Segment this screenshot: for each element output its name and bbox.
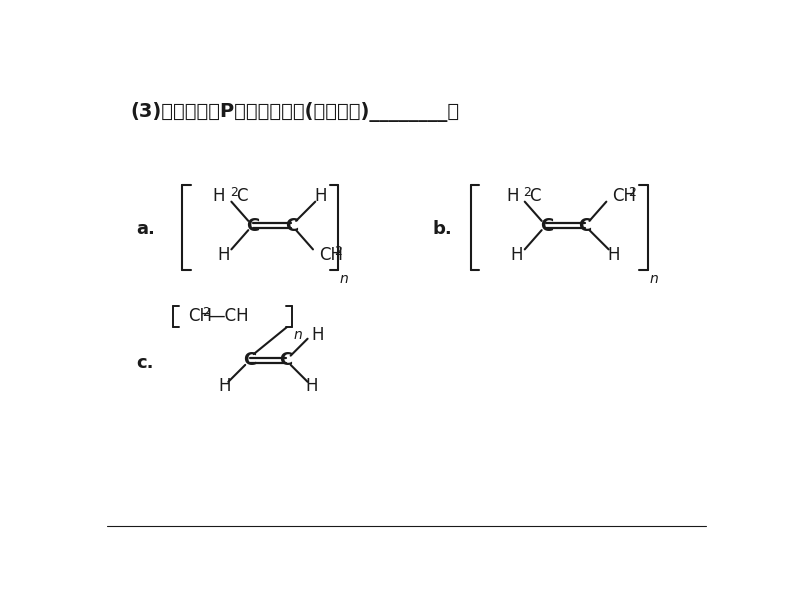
Text: a.: a. [136,221,155,238]
Text: H: H [314,187,327,205]
Text: 2: 2 [202,306,210,319]
Text: c.: c. [136,353,153,371]
Text: 2: 2 [334,245,342,258]
Text: n: n [649,272,658,285]
Text: CH: CH [612,187,637,205]
Text: H: H [213,187,225,205]
Text: C: C [236,187,248,205]
Text: H: H [218,246,230,264]
Text: C: C [540,216,553,234]
Text: 2: 2 [628,187,636,199]
Text: C: C [279,351,293,370]
Text: H: H [305,377,318,395]
Text: C: C [530,187,541,205]
Text: C: C [578,216,592,234]
Text: (3)顺式聚合物P的结构简式是(选填字母)________。: (3)顺式聚合物P的结构简式是(选填字母)________。 [130,101,460,122]
Text: H: H [218,377,231,395]
Text: C: C [243,351,256,370]
Text: 2: 2 [229,187,237,199]
Text: C: C [285,216,298,234]
Text: CH: CH [188,308,212,325]
Text: n: n [294,328,303,342]
Text: H: H [506,187,518,205]
Text: H: H [607,246,620,264]
Text: n: n [340,272,349,285]
Text: CH: CH [319,246,343,264]
Text: H: H [311,326,324,344]
Text: b.: b. [433,221,452,238]
Text: C: C [246,216,260,234]
Text: H: H [511,246,523,264]
Text: 2: 2 [523,187,531,199]
Text: —CH: —CH [208,308,249,325]
